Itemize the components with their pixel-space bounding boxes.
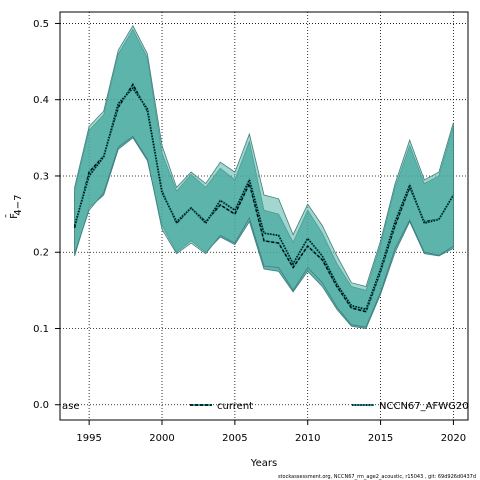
y-tick-label: 0.4 — [33, 95, 49, 106]
series-lines — [73, 82, 455, 313]
legend: ase current NCCN67_AFWG20 — [62, 401, 469, 412]
confidence-band-1 — [74, 24, 454, 328]
y-tick-label: 0.0 — [33, 400, 49, 411]
x-tick-label: 2010 — [295, 433, 320, 444]
x-tick-label: 2020 — [441, 433, 466, 444]
y-axis-label: F ¯ 4−7 — [5, 194, 24, 218]
x-tick-label: 2015 — [368, 433, 393, 444]
x-axis: 1995 2000 2005 2010 2015 2020 — [76, 420, 466, 444]
y-axis-label-main: F — [9, 213, 20, 219]
footer-text: stockassessment.org, NCCN67_rm_age2_acou… — [278, 474, 476, 480]
y-tick-label: 0.1 — [33, 324, 49, 335]
series-line-1-dots — [73, 87, 455, 311]
y-axis-label-sub: 4−7 — [13, 194, 24, 215]
plot-frame — [59, 11, 469, 421]
x-tick-label: 1995 — [76, 433, 101, 444]
y-axis-label-overline: ¯ — [5, 214, 16, 219]
legend-entry-label: NCCN67_AFWG20 — [379, 401, 469, 412]
y-tick-label: 0.2 — [33, 248, 49, 259]
legend-entry-label: current — [217, 401, 253, 412]
series-line-0-dash — [73, 83, 455, 313]
x-axis-label: Years — [250, 458, 277, 469]
legend-entry-label: ase — [62, 401, 80, 412]
x-tick-label: 2005 — [222, 433, 247, 444]
y-axis: 0.0 0.1 0.2 0.3 0.4 0.5 — [33, 19, 60, 411]
y-tick-label: 0.3 — [33, 171, 49, 182]
x-tick-label: 2000 — [149, 433, 174, 444]
confidence-bands — [74, 24, 454, 329]
y-tick-label: 0.5 — [33, 19, 49, 30]
